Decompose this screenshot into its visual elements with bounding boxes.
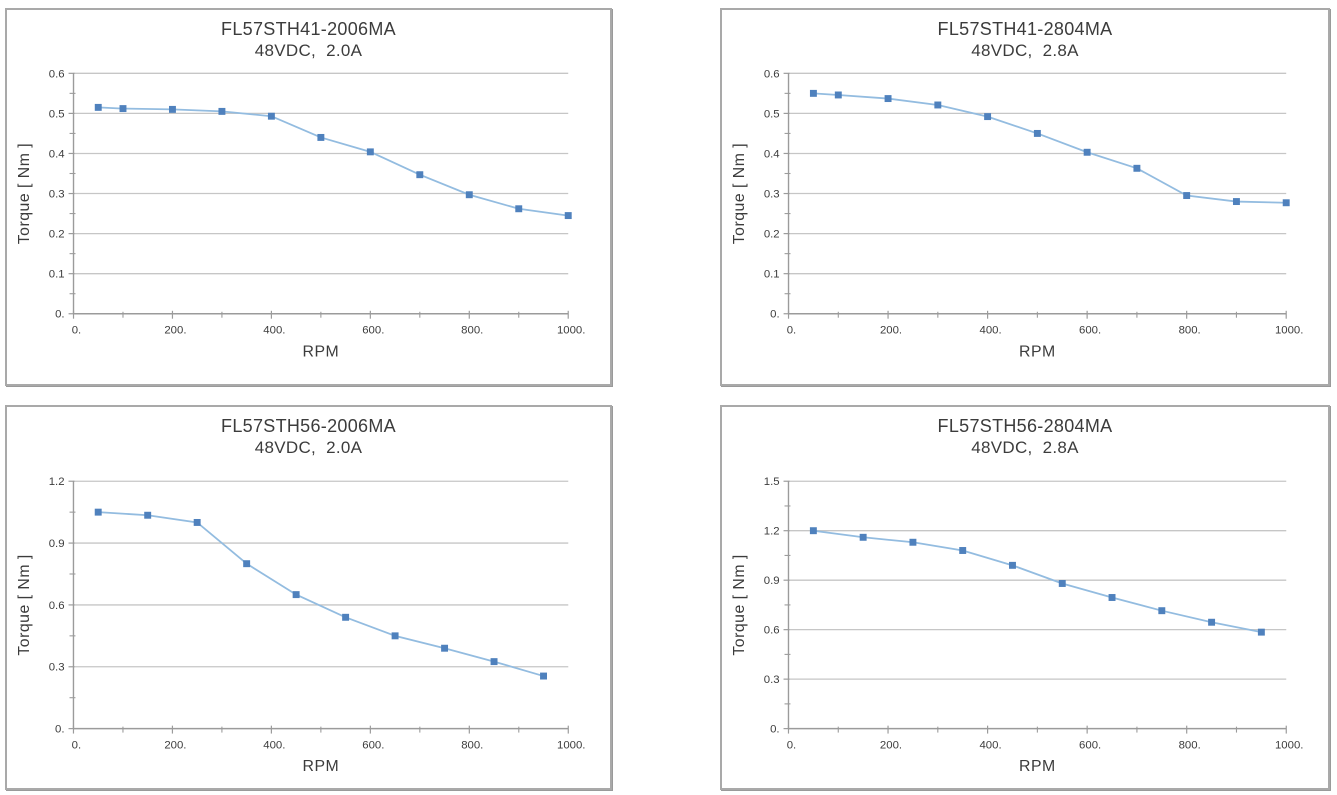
svg-text:0.5: 0.5 bbox=[764, 108, 780, 120]
svg-text:800.: 800. bbox=[1179, 325, 1201, 337]
chart-panel-fl57sth41-2006ma: 0. 0.1 0.2 0.3 0.4 0.5 0.6 0. 200. 400. 600. 800. 10… bbox=[5, 8, 612, 386]
svg-text:Torque [ Nm ]: Torque [ Nm ] bbox=[16, 554, 33, 655]
svg-text:0.1: 0.1 bbox=[764, 269, 780, 281]
svg-text:200.: 200. bbox=[164, 325, 186, 337]
svg-text:200.: 200. bbox=[880, 325, 902, 337]
svg-text:200.: 200. bbox=[880, 739, 902, 751]
chart-panel-fl57sth41-2804ma: 0. 0.1 0.2 0.3 0.4 0.5 0.6 0. 200. 400. 600. 800. 10… bbox=[720, 8, 1330, 386]
svg-text:0.: 0. bbox=[787, 739, 797, 751]
chart-title: FL57STH56-2006MA bbox=[221, 416, 396, 436]
svg-text:0.3: 0.3 bbox=[49, 662, 65, 674]
torque-curve-chart: 0. 0.1 0.2 0.3 0.4 0.5 0.6 0. 200. 400. 600. 800. 10… bbox=[731, 68, 1303, 360]
torque-curve-chart: 0. 0.1 0.2 0.3 0.4 0.5 0.6 0. 200. 400. 600. 800. 10… bbox=[16, 68, 585, 360]
svg-text:0.1: 0.1 bbox=[49, 269, 65, 281]
torque-curve-chart: 0. 0.3 0.6 0.9 1.2 1.5 0. 200. 400. 600. 800. 1000.… bbox=[731, 476, 1304, 775]
chart-title: FL57STH56-2804MA bbox=[937, 416, 1113, 436]
svg-text:0.6: 0.6 bbox=[49, 68, 65, 80]
svg-text:1.2: 1.2 bbox=[764, 526, 780, 538]
svg-text:0.6: 0.6 bbox=[49, 600, 65, 612]
svg-text:0.: 0. bbox=[72, 739, 82, 751]
svg-text:400.: 400. bbox=[263, 739, 285, 751]
svg-text:0.: 0. bbox=[72, 325, 81, 337]
chart-subtitle: 48VDC, 2.8A bbox=[971, 438, 1079, 457]
svg-text:600.: 600. bbox=[362, 325, 384, 337]
svg-text:0.9: 0.9 bbox=[49, 538, 65, 550]
svg-text:600.: 600. bbox=[1079, 739, 1101, 751]
torque-curve-chart: 0. 0.3 0.6 0.9 1.2 0. 200. 400. 600. 800. 1000. RPM… bbox=[16, 476, 586, 775]
svg-text:0.: 0. bbox=[770, 309, 779, 321]
chart-title: FL57STH41-2804MA bbox=[937, 19, 1113, 39]
svg-text:400.: 400. bbox=[980, 325, 1002, 337]
svg-text:0.6: 0.6 bbox=[764, 625, 780, 637]
svg-text:800.: 800. bbox=[461, 739, 483, 751]
svg-text:200.: 200. bbox=[164, 739, 186, 751]
svg-text:1000.: 1000. bbox=[557, 325, 585, 337]
svg-text:0.: 0. bbox=[787, 325, 796, 337]
svg-text:800.: 800. bbox=[461, 325, 483, 337]
svg-text:0.2: 0.2 bbox=[49, 229, 65, 241]
svg-text:0.: 0. bbox=[55, 724, 65, 736]
svg-text:0.: 0. bbox=[770, 724, 780, 736]
svg-text:1000.: 1000. bbox=[557, 739, 585, 751]
chart-subtitle: 48VDC, 2.0A bbox=[254, 41, 363, 60]
svg-text:0.4: 0.4 bbox=[49, 148, 65, 160]
svg-text:1.2: 1.2 bbox=[49, 476, 65, 488]
chart-title: FL57STH41-2006MA bbox=[221, 19, 396, 39]
chart-subtitle: 48VDC, 2.8A bbox=[971, 41, 1079, 60]
svg-text:0.2: 0.2 bbox=[764, 229, 780, 241]
svg-text:1000.: 1000. bbox=[1275, 325, 1303, 337]
svg-text:0.3: 0.3 bbox=[49, 188, 65, 200]
svg-text:800.: 800. bbox=[1179, 739, 1201, 751]
svg-text:0.3: 0.3 bbox=[764, 188, 780, 200]
svg-text:RPM: RPM bbox=[303, 758, 340, 775]
chart-panel-fl57sth56-2804ma: 0. 0.3 0.6 0.9 1.2 1.5 0. 200. 400. 600. 800. 1000.… bbox=[720, 405, 1330, 790]
svg-text:RPM: RPM bbox=[1019, 758, 1056, 775]
svg-text:Torque [ Nm ]: Torque [ Nm ] bbox=[731, 554, 748, 655]
svg-text:1000.: 1000. bbox=[1275, 739, 1303, 751]
svg-text:Torque [ Nm ]: Torque [ Nm ] bbox=[731, 143, 748, 244]
svg-text:0.4: 0.4 bbox=[764, 148, 780, 160]
svg-text:400.: 400. bbox=[979, 739, 1001, 751]
svg-text:RPM: RPM bbox=[1019, 343, 1056, 360]
svg-text:RPM: RPM bbox=[303, 343, 340, 360]
svg-text:Torque [ Nm ]: Torque [ Nm ] bbox=[16, 143, 33, 244]
svg-text:400.: 400. bbox=[263, 325, 285, 337]
svg-text:0.9: 0.9 bbox=[764, 575, 780, 587]
svg-text:0.5: 0.5 bbox=[49, 108, 65, 120]
svg-text:0.3: 0.3 bbox=[764, 674, 780, 686]
svg-text:0.: 0. bbox=[55, 309, 64, 321]
svg-text:600.: 600. bbox=[1079, 325, 1101, 337]
chart-panel-fl57sth56-2006ma: 0. 0.3 0.6 0.9 1.2 0. 200. 400. 600. 800. 1000. RPM… bbox=[5, 405, 612, 790]
svg-text:0.6: 0.6 bbox=[764, 68, 780, 80]
chart-subtitle: 48VDC, 2.0A bbox=[254, 438, 363, 457]
svg-text:600.: 600. bbox=[362, 739, 384, 751]
svg-text:1.5: 1.5 bbox=[764, 476, 780, 488]
